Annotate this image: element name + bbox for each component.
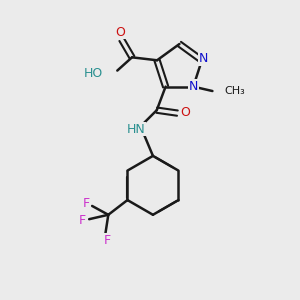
- Text: CH₃: CH₃: [225, 86, 245, 96]
- Text: F: F: [79, 214, 86, 227]
- Text: F: F: [83, 197, 90, 210]
- Text: N: N: [199, 52, 208, 65]
- Text: F: F: [103, 234, 110, 247]
- Text: O: O: [181, 106, 190, 119]
- Text: HN: HN: [127, 123, 146, 136]
- Text: O: O: [115, 26, 125, 39]
- Text: HO: HO: [83, 67, 103, 80]
- Text: N: N: [189, 80, 198, 93]
